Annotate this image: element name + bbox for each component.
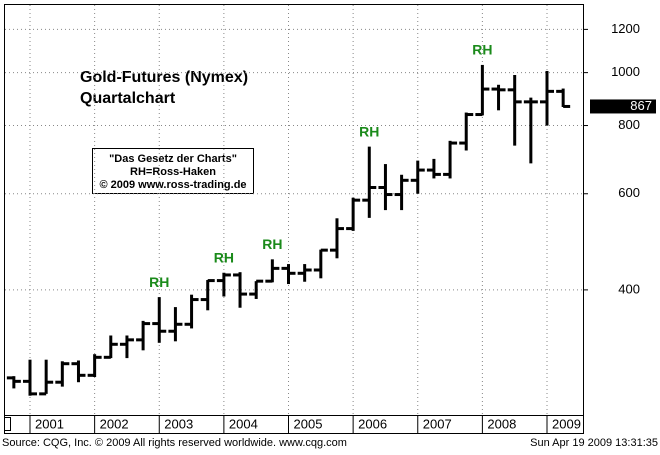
source: Source: CQG, Inc. © 2009 All rights rese… bbox=[2, 437, 347, 449]
x-tick-label: 2008 bbox=[487, 416, 516, 431]
annotation: RH bbox=[149, 274, 169, 290]
chart-title: Gold-Futures (Nymex) bbox=[80, 69, 248, 86]
y-tick-label: 1000 bbox=[611, 64, 640, 79]
x-tick-label: 2005 bbox=[294, 416, 323, 431]
plot-frame bbox=[4, 4, 584, 416]
timestamp: Sun Apr 19 2009 13:31:35 bbox=[530, 437, 658, 449]
annotation: RH bbox=[214, 249, 234, 265]
x-tick-label: 2003 bbox=[164, 416, 193, 431]
x-tick-label: 2006 bbox=[358, 416, 387, 431]
note-line: RH=Ross-Haken bbox=[130, 166, 216, 178]
y-tick-label: 600 bbox=[618, 185, 640, 200]
x-tick-label: 2002 bbox=[100, 416, 129, 431]
x-tick-label: 2001 bbox=[35, 416, 64, 431]
note-box bbox=[92, 148, 254, 194]
annotation: RH bbox=[472, 42, 492, 58]
y-tick-label: 1200 bbox=[611, 21, 640, 36]
last-value-box bbox=[590, 99, 656, 114]
x-tick-label: 2007 bbox=[423, 416, 452, 431]
y-tick-label: 800 bbox=[618, 117, 640, 132]
annotation: RH bbox=[262, 236, 282, 252]
annotation: RH bbox=[359, 123, 379, 139]
x-tick-label: 2004 bbox=[229, 416, 258, 431]
last-value-label: 867 bbox=[630, 98, 652, 113]
scroll-handle bbox=[4, 417, 11, 431]
y-tick-label: 400 bbox=[618, 281, 640, 296]
x-tick-label: 2009 bbox=[552, 416, 581, 431]
note-line: "Das Gesetz der Charts" bbox=[109, 153, 237, 165]
chart-subtitle: Quartalchart bbox=[80, 90, 176, 107]
note-line: © 2009 www.ross-trading.de bbox=[99, 179, 246, 191]
